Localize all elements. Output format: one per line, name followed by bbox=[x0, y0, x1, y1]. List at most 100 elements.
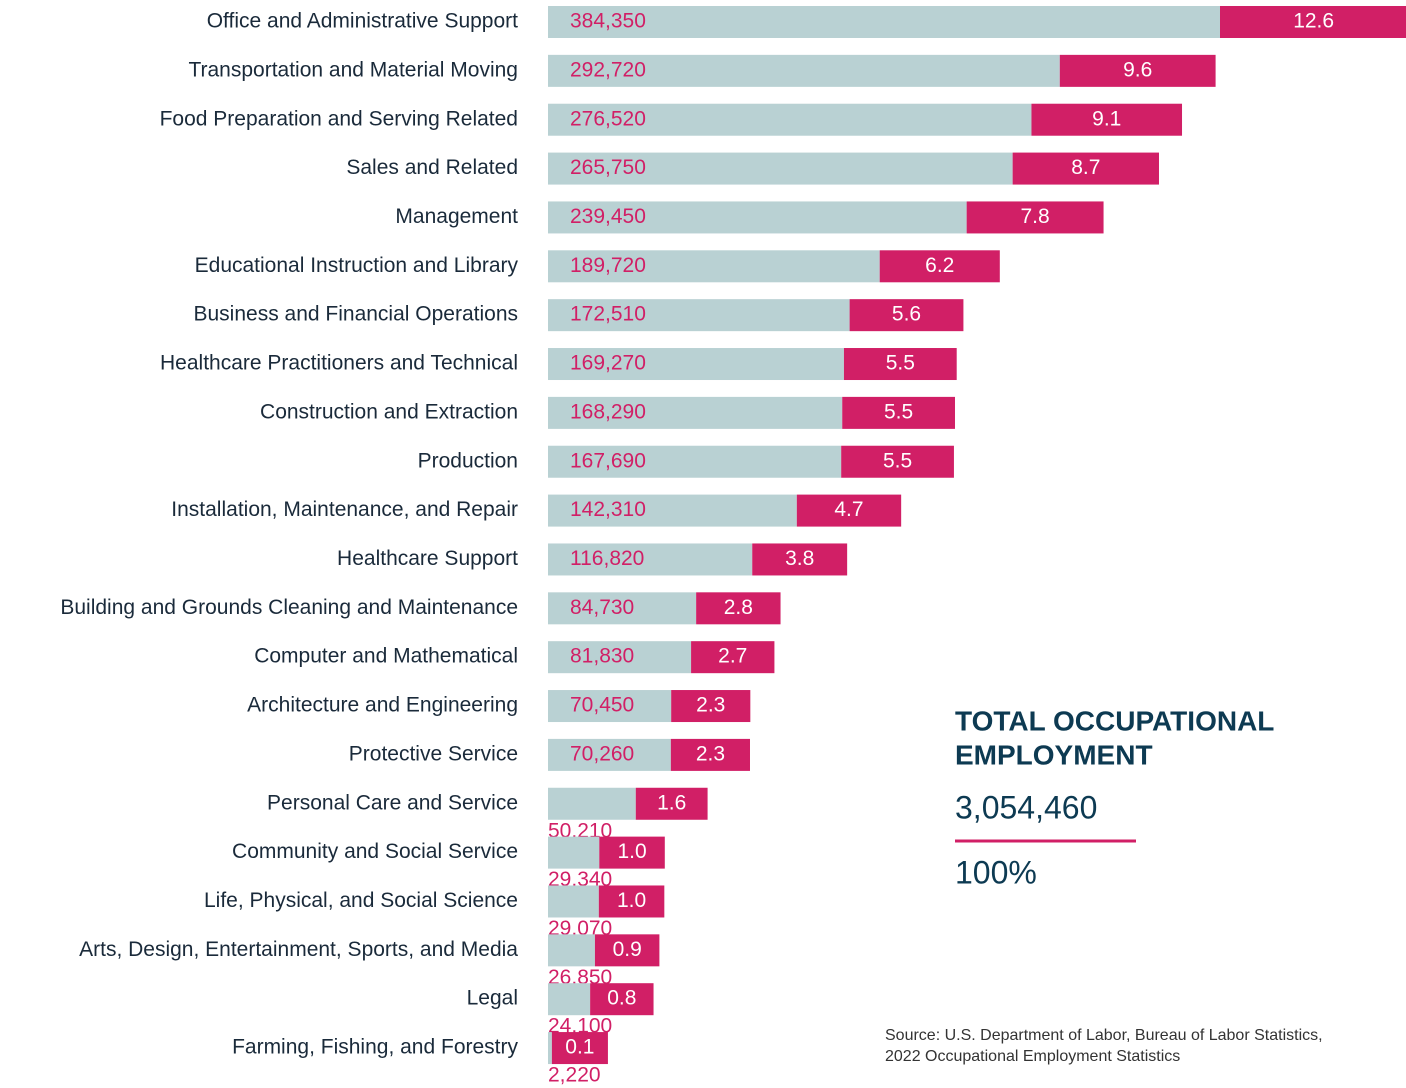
category-label: Building and Grounds Cleaning and Mainte… bbox=[60, 596, 518, 619]
share-bar bbox=[1031, 103, 1183, 136]
employment-label: 189,720 bbox=[570, 254, 646, 277]
source: 2022 Occupational Employment Statistics bbox=[885, 1048, 1180, 1065]
employment-bar bbox=[548, 103, 1032, 136]
share-label: 12.6 bbox=[1293, 10, 1334, 33]
share-label: 5.5 bbox=[886, 352, 915, 375]
employment-label: 265,750 bbox=[570, 156, 646, 179]
category-label: Production bbox=[418, 449, 518, 472]
share-label: 7.8 bbox=[1021, 205, 1050, 228]
employment-label: 142,310 bbox=[570, 498, 646, 521]
share-bar bbox=[966, 201, 1104, 234]
employment-label: 50,210 bbox=[548, 819, 612, 842]
category-label: Installation, Maintenance, and Repair bbox=[171, 498, 518, 521]
category-label: Life, Physical, and Social Science bbox=[204, 889, 518, 912]
employment-bar bbox=[548, 983, 591, 1016]
share-bar bbox=[551, 1032, 608, 1065]
employment-bar bbox=[548, 445, 842, 478]
share-bar bbox=[879, 250, 1000, 283]
employment-bar bbox=[548, 201, 967, 234]
share-bar bbox=[599, 836, 665, 869]
share-label: 9.1 bbox=[1092, 107, 1121, 130]
employment-bar bbox=[548, 690, 672, 723]
employment-label: 167,690 bbox=[570, 449, 646, 472]
employment-label: 239,450 bbox=[570, 205, 646, 228]
employment-label: 292,720 bbox=[570, 58, 646, 81]
share-bar bbox=[670, 738, 750, 771]
category-label: Computer and Mathematical bbox=[254, 645, 518, 668]
share-bar bbox=[841, 445, 954, 478]
share-bar bbox=[691, 641, 775, 674]
share-label: 5.6 bbox=[892, 303, 921, 326]
employment-bar bbox=[548, 738, 671, 771]
share-bar bbox=[849, 299, 964, 332]
share-bar bbox=[635, 787, 708, 820]
share-bar bbox=[842, 396, 955, 429]
share-label: 2.3 bbox=[696, 742, 725, 765]
share-bar bbox=[598, 885, 665, 918]
total-value: 3,054,460 bbox=[955, 789, 1097, 825]
share-bar bbox=[1059, 54, 1216, 87]
employment-label: 168,290 bbox=[570, 400, 646, 423]
employment-label: 24,100 bbox=[548, 1015, 612, 1038]
category-label: Food Preparation and Serving Related bbox=[160, 107, 518, 130]
employment-label: 81,830 bbox=[570, 645, 634, 668]
share-bar bbox=[590, 983, 654, 1016]
share-label: 5.5 bbox=[883, 449, 912, 472]
share-label: 9.6 bbox=[1123, 58, 1152, 81]
share-label: 0.1 bbox=[565, 1036, 594, 1059]
share-label: 8.7 bbox=[1071, 156, 1100, 179]
category-label: Construction and Extraction bbox=[260, 400, 518, 423]
share-label: 6.2 bbox=[925, 254, 954, 277]
category-label: Arts, Design, Entertainment, Sports, and… bbox=[79, 938, 518, 961]
category-label: Healthcare Support bbox=[337, 547, 518, 570]
employment-bar bbox=[548, 348, 844, 381]
category-label: Architecture and Engineering bbox=[247, 694, 518, 717]
employment-bar bbox=[548, 54, 1060, 87]
share-label: 2.3 bbox=[696, 694, 725, 717]
category-label: Legal bbox=[467, 987, 518, 1010]
employment-label: 26,850 bbox=[548, 966, 612, 989]
share-bar bbox=[1012, 152, 1159, 185]
employment-bar bbox=[548, 934, 595, 967]
employment-bar bbox=[548, 6, 1220, 38]
employment-label: 172,510 bbox=[570, 303, 646, 326]
share-label: 2.8 bbox=[724, 596, 753, 619]
share-label: 1.0 bbox=[617, 889, 646, 912]
share-label: 4.7 bbox=[834, 498, 863, 521]
employment-bar bbox=[548, 836, 600, 869]
share-bar bbox=[796, 494, 902, 527]
employment-bar bbox=[548, 543, 753, 576]
employment-label: 70,260 bbox=[570, 742, 634, 765]
total-title: TOTAL OCCUPATIONAL bbox=[955, 705, 1274, 736]
employment-bar bbox=[548, 1032, 552, 1065]
category-label: Healthcare Practitioners and Technical bbox=[160, 352, 518, 375]
source: Source: U.S. Department of Labor, Bureau… bbox=[885, 1027, 1323, 1044]
total-share: 100% bbox=[955, 854, 1037, 890]
category-label: Management bbox=[395, 205, 518, 228]
employment-label: 2,220 bbox=[548, 1064, 601, 1087]
employment-bar bbox=[548, 152, 1013, 185]
category-label: Farming, Fishing, and Forestry bbox=[232, 1036, 518, 1059]
share-label: 1.6 bbox=[657, 791, 686, 814]
employment-bar bbox=[548, 885, 599, 918]
employment-label: 169,270 bbox=[570, 352, 646, 375]
employment-label: 276,520 bbox=[570, 107, 646, 130]
category-label: Community and Social Service bbox=[232, 840, 518, 863]
share-label: 0.9 bbox=[613, 938, 642, 961]
category-label: Personal Care and Service bbox=[267, 791, 518, 814]
employment-bar bbox=[548, 592, 697, 625]
employment-label: 29,070 bbox=[548, 917, 612, 940]
category-label: Business and Financial Operations bbox=[193, 303, 518, 326]
share-label: 1.0 bbox=[617, 840, 646, 863]
employment-bar bbox=[548, 641, 692, 674]
category-label: Transportation and Material Moving bbox=[188, 58, 518, 81]
employment-bar bbox=[548, 787, 636, 820]
category-label: Protective Service bbox=[349, 742, 518, 765]
share-bar bbox=[594, 934, 660, 967]
share-label: 3.8 bbox=[785, 547, 814, 570]
employment-label: 70,450 bbox=[570, 694, 634, 717]
share-label: 5.5 bbox=[884, 400, 913, 423]
employment-bar bbox=[548, 299, 850, 332]
category-label: Office and Administrative Support bbox=[207, 10, 518, 33]
